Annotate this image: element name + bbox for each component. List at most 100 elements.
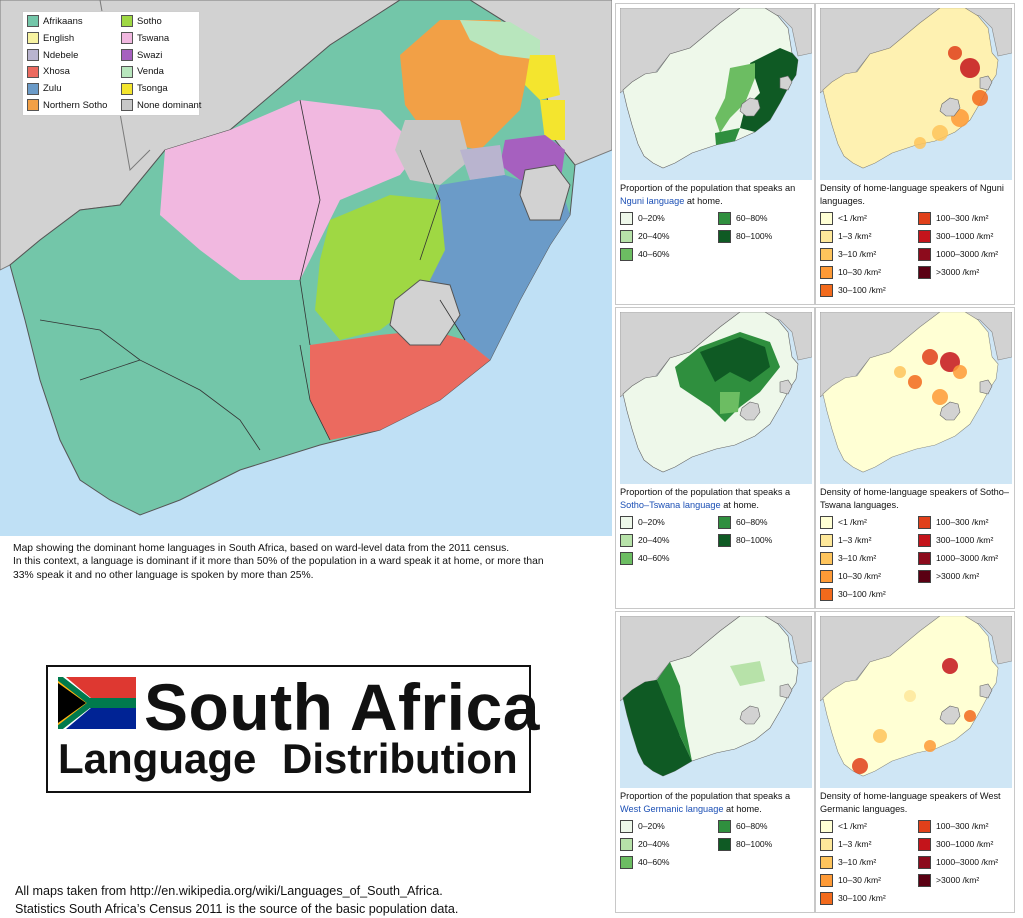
legend-label: Swazi [137,49,163,61]
legend-swatch [121,15,133,28]
panel-legend-swatch [820,284,833,298]
panel-legend-item: 30–100 /km² [820,587,886,602]
panel-legend-label: 1–3 /km² [838,535,872,545]
panel-legend-item: 0–20% [620,515,665,530]
legend-swatch [121,49,133,62]
title-main: South Africa [144,670,540,744]
legend-item-afrikaans: Afrikaans [27,15,83,29]
panel-legend-item: 1000–3000 /km² [918,247,999,262]
panel-legend-swatch [820,266,833,280]
legend-label: Ndebele [43,49,79,61]
legend-item-northern-sotho: Northern Sotho [27,99,107,113]
dens-map-west [820,616,1012,788]
west-prop-panel: Proportion of the population that speaks… [615,611,815,913]
legend-label: Zulu [43,83,62,95]
panel-legend-swatch [918,820,931,834]
panel-legend-swatch [718,534,731,548]
panel-legend-item: 60–80% [718,515,768,530]
panel-legend-item: 10–30 /km² [820,265,881,280]
panel-legend-label: 80–100% [736,535,773,545]
panel-legend-label: 1000–3000 /km² [936,857,999,867]
language-group-link[interactable]: Nguni language [620,195,685,206]
panel-legend-item: >3000 /km² [918,873,979,888]
nguni-dens-panel: Density of home-language speakers of Ngu… [815,3,1015,305]
region-tswana [160,100,420,280]
panel-legend-swatch [820,588,833,602]
caption-line-3: 33% speak it and no other language is sp… [13,569,314,581]
sotho-dens-panel: Density of home-language speakers of Sot… [815,307,1015,609]
panel-legend-item: 80–100% [718,229,772,244]
panel-title-text: at home. [720,499,759,510]
panel-legend-label: 3–10 /km² [838,249,877,259]
legend-swatch [27,32,39,45]
language-group-link[interactable]: West Germanic language [620,803,724,814]
map-legend: Afrikaans English Ndebele Xhosa Zulu Northern… [22,11,201,116]
panel-legend-label: 300–1000 /km² [936,535,994,545]
panel-title: Density of home-language speakers of Sot… [820,487,1009,510]
panel-legend-swatch [620,516,633,530]
south-africa-flag-icon [58,677,136,729]
legend-label: Northern Sotho [43,100,108,111]
panel-legend-item: 100–300 /km² [918,819,989,834]
legend-item-none-dominant: None dominant [121,99,201,113]
panel-legend-label: >3000 /km² [936,571,980,581]
panel-legend-label: 60–80% [736,517,768,527]
language-group-link[interactable]: Sotho–Tswana language [620,499,721,510]
panel-legend-item: 60–80% [718,211,768,226]
sotho-prop-panel: Proportion of the population that speaks… [615,307,815,609]
legend-label: Venda [137,66,164,78]
panel-legend-swatch [820,856,833,870]
panel-legend-item: 40–60% [620,247,670,262]
panel-title-text: Proportion of the population that speaks… [620,791,791,801]
panel-legend-label: 100–300 /km² [936,517,989,527]
region-ndebele [460,145,505,180]
legend-item-tswana: Tswana [121,32,169,46]
panel-legend-item: 1000–3000 /km² [918,551,999,566]
panel-legend-item: 30–100 /km² [820,283,886,298]
panel-legend-item: 100–300 /km² [918,211,989,226]
panel-legend-swatch [620,820,633,834]
legend-label: Tswana [137,32,170,44]
panel-legend-item: 20–40% [620,533,670,548]
panel-legend-item: 3–10 /km² [820,855,876,870]
panel-legend-item: 3–10 /km² [820,551,876,566]
source-footer: All maps taken from http://en.wikipedia.… [15,882,458,918]
panel-title: Proportion of the population that speaks… [620,486,810,511]
panel-legend-item: 20–40% [620,229,670,244]
panel-legend-label: 1000–3000 /km² [936,553,999,563]
panel-title: Density of home-language speakers of Ngu… [820,183,1004,206]
panel-title: Proportion of the population that speaks… [620,182,810,207]
panel-legend-swatch [620,248,633,262]
panel-legend-label: 1000–3000 /km² [936,249,999,259]
legend-swatch [27,49,39,62]
panel-legend-swatch [820,230,833,244]
panel-legend-item: >3000 /km² [918,569,980,584]
panel-legend-label: 0–20% [638,821,665,831]
panel-legend-label: 40–60% [638,553,670,563]
panel-legend-swatch [918,212,931,226]
legend-label: Tsonga [137,83,168,95]
panel-legend-item: 1000–3000 /km² [918,855,999,870]
panel-legend-item: 300–1000 /km² [918,533,994,548]
panel-legend-item: 300–1000 /km² [918,837,993,852]
panel-legend-item: <1 /km² [820,211,867,226]
panel-legend-item: 3–10 /km² [820,247,877,262]
legend-swatch [27,15,39,28]
region-none-dominant [395,120,470,185]
legend-swatch [27,65,39,78]
legend-swatch [121,65,133,78]
title-sub: Language Distribution [58,735,518,782]
legend-swatch [27,82,39,95]
caption-line-1: Map showing the dominant home languages … [13,543,510,554]
panel-legend-label: <1 /km² [838,821,867,831]
panel-legend-item: 40–60% [620,855,670,870]
panel-legend-label: 0–20% [638,517,665,527]
panel-legend-label: 0–20% [638,213,665,223]
dens-map-sotho [820,312,1012,484]
panel-legend-label: 10–30 /km² [838,267,881,277]
panel-legend-item: 10–30 /km² [820,873,881,888]
panel-legend-label: 1–3 /km² [838,231,872,241]
prop-map-west [620,616,812,788]
panel-legend-item: 1–3 /km² [820,837,871,852]
legend-swatch [121,82,133,95]
